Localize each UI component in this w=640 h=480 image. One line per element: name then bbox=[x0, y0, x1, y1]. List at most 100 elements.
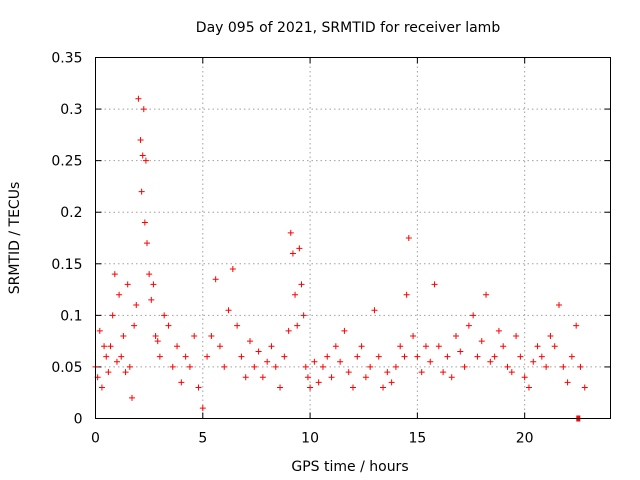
data-point bbox=[384, 369, 391, 376]
data-point bbox=[405, 235, 412, 241]
data-point bbox=[111, 271, 118, 278]
data-point bbox=[525, 384, 532, 391]
data-point bbox=[478, 338, 485, 345]
data-point bbox=[397, 343, 404, 350]
data-point bbox=[101, 343, 108, 350]
data-point bbox=[465, 322, 472, 329]
data-point bbox=[122, 369, 129, 376]
chart-title: Day 095 of 2021, SRMTID for receiver lam… bbox=[196, 20, 501, 36]
data-point bbox=[169, 363, 176, 370]
data-point bbox=[401, 353, 408, 360]
data-point bbox=[547, 332, 554, 339]
data-point bbox=[448, 374, 455, 381]
data-point bbox=[182, 353, 189, 360]
data-point bbox=[362, 374, 369, 381]
data-point bbox=[259, 374, 266, 381]
data-point bbox=[195, 384, 202, 391]
data-point bbox=[560, 363, 567, 370]
data-point bbox=[107, 343, 114, 350]
data-point bbox=[491, 353, 498, 360]
data-point bbox=[287, 229, 294, 236]
data-point bbox=[146, 271, 153, 278]
data-point bbox=[138, 188, 145, 195]
data-point bbox=[128, 394, 135, 401]
y-tick-label: 0.25 bbox=[51, 154, 82, 170]
data-point bbox=[422, 343, 429, 350]
data-point bbox=[216, 343, 223, 350]
data-point bbox=[350, 384, 356, 391]
data-point bbox=[538, 353, 545, 360]
data-point bbox=[517, 353, 524, 360]
data-point bbox=[251, 363, 258, 370]
data-point bbox=[300, 312, 307, 319]
data-point bbox=[124, 281, 131, 288]
data-point bbox=[135, 95, 142, 102]
y-tick-label: 0.1 bbox=[60, 308, 82, 324]
data-point bbox=[139, 152, 146, 159]
data-point bbox=[474, 353, 481, 360]
x-axis-label: GPS time / hours bbox=[291, 459, 408, 475]
data-point bbox=[292, 291, 299, 298]
x-tick-label: 15 bbox=[408, 431, 426, 447]
grid-lines bbox=[95, 57, 611, 419]
x-tick-label: 10 bbox=[301, 431, 319, 447]
data-point bbox=[487, 358, 494, 365]
plot-frame bbox=[95, 57, 611, 419]
data-point bbox=[302, 363, 309, 370]
x-tick-label: 0 bbox=[91, 431, 100, 447]
data-point bbox=[103, 353, 110, 360]
y-tick-label: 0.2 bbox=[60, 205, 82, 221]
data-point bbox=[289, 250, 296, 257]
data-point bbox=[116, 291, 123, 298]
data-point bbox=[457, 348, 464, 355]
data-point bbox=[345, 369, 352, 376]
data-point bbox=[461, 363, 468, 370]
data-point bbox=[161, 312, 168, 319]
data-point bbox=[513, 332, 520, 339]
data-point bbox=[431, 281, 438, 288]
y-axis-label: SRMTID / TECUs bbox=[7, 182, 23, 295]
y-tick-label: 0.3 bbox=[60, 102, 82, 118]
data-point bbox=[500, 343, 507, 350]
data-point bbox=[354, 353, 361, 360]
data-point bbox=[285, 327, 292, 334]
data-point bbox=[311, 358, 318, 365]
data-point bbox=[142, 157, 149, 164]
data-point bbox=[150, 281, 157, 288]
data-point bbox=[152, 332, 159, 339]
data-point bbox=[367, 363, 374, 370]
data-point bbox=[191, 332, 198, 339]
data-point bbox=[337, 358, 344, 365]
data-point bbox=[137, 137, 144, 144]
data-point bbox=[208, 332, 215, 339]
data-point bbox=[440, 369, 447, 376]
data-point bbox=[521, 374, 528, 381]
data-point bbox=[178, 379, 185, 386]
data-point bbox=[470, 312, 477, 319]
data-point bbox=[141, 219, 148, 226]
data-point bbox=[435, 343, 442, 350]
data-point bbox=[388, 379, 395, 386]
data-point bbox=[375, 353, 382, 360]
data-point bbox=[133, 302, 140, 309]
data-point bbox=[242, 374, 249, 381]
y-tick-label: 0.05 bbox=[51, 360, 82, 376]
data-point bbox=[109, 312, 116, 319]
data-point bbox=[418, 369, 425, 376]
data-point bbox=[221, 363, 228, 370]
data-point bbox=[131, 322, 138, 329]
data-point bbox=[234, 322, 241, 329]
data-point bbox=[238, 353, 245, 360]
data-point bbox=[495, 327, 502, 334]
data-point bbox=[551, 343, 558, 350]
data-point bbox=[483, 291, 490, 298]
data-point bbox=[255, 348, 262, 355]
data-point bbox=[530, 358, 537, 365]
data-point bbox=[225, 307, 232, 314]
y-tick-label: 0.35 bbox=[51, 51, 82, 67]
data-point bbox=[371, 307, 378, 314]
data-point bbox=[229, 265, 236, 272]
data-point bbox=[543, 363, 550, 370]
x-tick-label: 5 bbox=[198, 431, 207, 447]
